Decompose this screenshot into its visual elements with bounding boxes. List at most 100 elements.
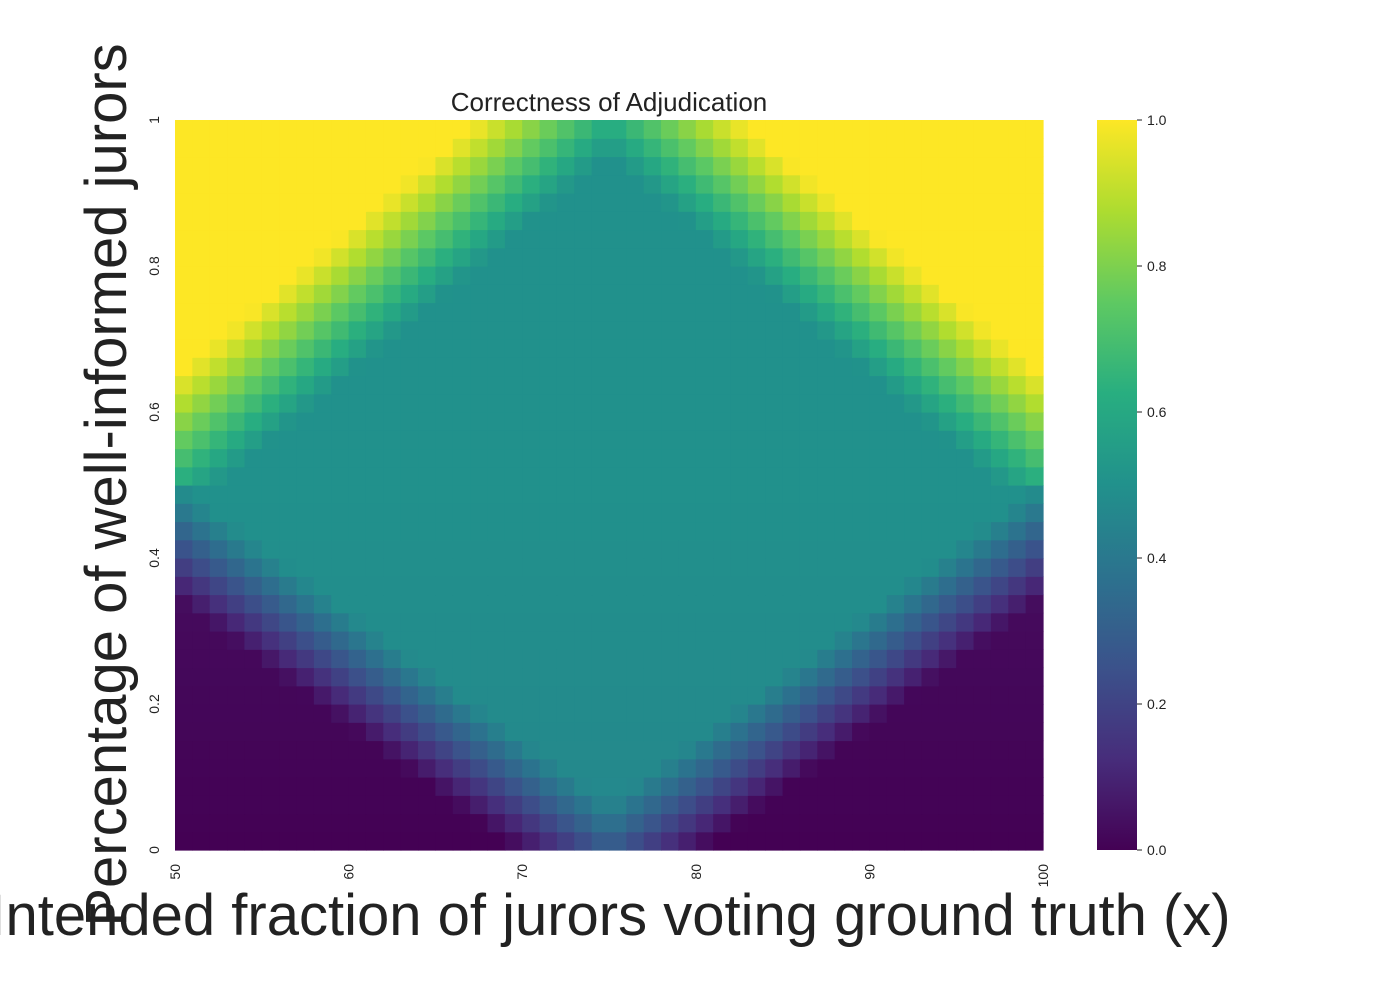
heatmap-cell — [331, 740, 350, 760]
heatmap-cell — [678, 631, 697, 650]
heatmap-cell — [817, 193, 836, 212]
heatmap-cell — [747, 339, 766, 358]
heatmap-cell — [956, 631, 975, 650]
heatmap-cell — [904, 795, 923, 815]
heatmap-cell — [192, 704, 211, 723]
heatmap-cell — [175, 448, 193, 468]
heatmap-cell — [400, 576, 419, 596]
heatmap-cell — [435, 302, 454, 322]
heatmap-cell — [591, 156, 610, 176]
heatmap-cell — [904, 448, 923, 468]
heatmap-cell — [609, 612, 627, 632]
heatmap-cell — [418, 229, 436, 249]
heatmap-cell — [504, 485, 523, 504]
heatmap-cell — [973, 156, 992, 176]
heatmap-cell — [799, 229, 818, 249]
heatmap-cell — [452, 594, 471, 614]
heatmap-cell — [470, 156, 489, 176]
heatmap-cell — [192, 375, 211, 395]
heatmap-cell — [782, 521, 801, 541]
heatmap-cell — [365, 138, 384, 158]
heatmap-cell — [591, 612, 610, 632]
heatmap-cell — [418, 448, 436, 468]
heatmap-cell — [331, 284, 350, 304]
heatmap-cell — [869, 357, 888, 377]
heatmap-cell — [487, 339, 506, 358]
heatmap-cell — [209, 758, 228, 778]
heatmap-cell — [782, 831, 801, 851]
heatmap-cell — [938, 156, 957, 176]
heatmap-cell — [348, 174, 367, 194]
heatmap-cell — [591, 339, 610, 358]
heatmap-cell — [418, 539, 436, 559]
heatmap-cell — [591, 412, 610, 431]
heatmap-cell — [175, 120, 193, 139]
heatmap-cell — [452, 448, 471, 468]
heatmap-cell — [504, 247, 523, 267]
heatmap-cell — [1025, 193, 1044, 212]
heatmap-cell — [626, 284, 645, 304]
heatmap-cell — [192, 412, 211, 431]
heatmap-cell — [834, 302, 853, 322]
heatmap-cell — [175, 247, 193, 267]
heatmap-cell — [1008, 339, 1027, 358]
heatmap-cell — [609, 649, 627, 669]
heatmap-cell — [713, 430, 732, 450]
heatmap-cell — [852, 795, 870, 815]
heatmap-cell — [730, 466, 749, 486]
heatmap-cell — [904, 813, 923, 833]
heatmap-cell — [227, 412, 246, 431]
heatmap-cell — [782, 120, 801, 139]
heatmap-cell — [956, 813, 975, 833]
heatmap-cell — [695, 357, 714, 377]
heatmap-cell — [921, 612, 940, 632]
heatmap-cell — [817, 156, 836, 176]
heatmap-cell — [904, 758, 923, 778]
heatmap-cell — [313, 485, 332, 504]
heatmap-cell — [661, 120, 680, 139]
heatmap-cell — [713, 375, 732, 395]
heatmap-cell — [730, 302, 749, 322]
heatmap-cell — [609, 412, 627, 431]
heatmap-cell — [470, 722, 489, 742]
heatmap-cell — [279, 320, 298, 340]
heatmap-cell — [747, 758, 766, 778]
heatmap-cell — [400, 521, 419, 541]
heatmap-cell — [296, 412, 315, 431]
heatmap-cell — [227, 156, 246, 176]
heatmap-cell — [1008, 156, 1027, 176]
heatmap-cell — [990, 466, 1009, 486]
heatmap-cell — [730, 521, 749, 541]
heatmap-cell — [365, 831, 384, 851]
heatmap-cell — [643, 120, 662, 139]
heatmap-cell — [747, 229, 766, 249]
heatmap-cell — [418, 266, 436, 285]
heatmap-cell — [313, 156, 332, 176]
heatmap-cell — [990, 174, 1009, 194]
heatmap-cell — [487, 777, 506, 796]
heatmap-cell — [556, 722, 575, 742]
heatmap-cell — [1025, 631, 1044, 650]
heatmap-cell — [504, 667, 523, 687]
heatmap-cell — [175, 174, 193, 194]
heatmap-cell — [452, 503, 471, 523]
heatmap-cell — [279, 594, 298, 614]
heatmap-cell — [296, 357, 315, 377]
heatmap-cell — [938, 777, 957, 796]
heatmap-cell — [817, 302, 836, 322]
heatmap-cell — [452, 156, 471, 176]
heatmap-cell — [244, 193, 263, 212]
heatmap-cell — [938, 758, 957, 778]
heatmap-cell — [522, 138, 541, 158]
heatmap-cell — [609, 704, 627, 723]
heatmap-cell — [1008, 813, 1027, 833]
heatmap-cell — [313, 594, 332, 614]
heatmap-cell — [730, 156, 749, 176]
heatmap-cell — [799, 412, 818, 431]
heatmap-cell — [556, 503, 575, 523]
heatmap-cell — [556, 339, 575, 358]
heatmap-cell — [487, 412, 506, 431]
heatmap-cell — [539, 777, 558, 796]
heatmap-cell — [435, 266, 454, 285]
heatmap-cell — [296, 503, 315, 523]
